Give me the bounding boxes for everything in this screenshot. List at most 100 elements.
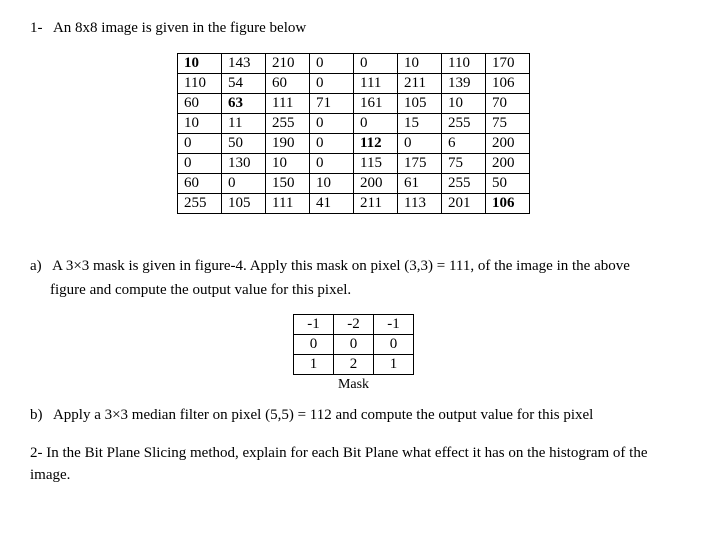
table-cell: 170 bbox=[486, 54, 530, 74]
table-cell: 63 bbox=[222, 94, 266, 114]
table-cell: 75 bbox=[442, 154, 486, 174]
table-cell: 0 bbox=[354, 114, 398, 134]
table-cell: 105 bbox=[398, 94, 442, 114]
q1b-text: Apply a 3×3 median filter on pixel (5,5)… bbox=[53, 407, 593, 423]
table-cell: 70 bbox=[486, 94, 530, 114]
table-cell: -1 bbox=[374, 315, 414, 335]
q1a-text2-wrap: figure and compute the output value for … bbox=[50, 278, 677, 302]
q1a-text2: figure and compute the output value for … bbox=[50, 282, 351, 298]
table-cell: 111 bbox=[266, 94, 310, 114]
q1a-label: a) bbox=[30, 258, 42, 274]
table-cell: 75 bbox=[486, 114, 530, 134]
table-row: 000 bbox=[294, 335, 414, 355]
table-cell: 255 bbox=[442, 174, 486, 194]
table-cell: 0 bbox=[310, 154, 354, 174]
table-cell: 110 bbox=[442, 54, 486, 74]
q1b-label: b) bbox=[30, 407, 43, 423]
q1-part-a: a) A 3×3 mask is given in figure-4. Appl… bbox=[50, 254, 677, 278]
table-cell: 0 bbox=[310, 114, 354, 134]
table-row: 11054600111211139106 bbox=[178, 74, 530, 94]
image-table: 1014321000101101701105460011121113910660… bbox=[177, 53, 530, 214]
table-cell: 60 bbox=[178, 94, 222, 114]
table-cell: 10 bbox=[442, 94, 486, 114]
table-cell: 106 bbox=[486, 74, 530, 94]
table-cell: 139 bbox=[442, 74, 486, 94]
table-cell: 10 bbox=[178, 114, 222, 134]
table-cell: 10 bbox=[266, 154, 310, 174]
table-cell: 0 bbox=[294, 335, 334, 355]
table-cell: 60 bbox=[178, 174, 222, 194]
table-cell: -1 bbox=[294, 315, 334, 335]
table-row: 6063111711611051070 bbox=[178, 94, 530, 114]
table-cell: 0 bbox=[334, 335, 374, 355]
table-cell: 60 bbox=[266, 74, 310, 94]
table-cell: 211 bbox=[354, 194, 398, 214]
table-cell: 255 bbox=[266, 114, 310, 134]
table-cell: 54 bbox=[222, 74, 266, 94]
table-cell: 110 bbox=[178, 74, 222, 94]
table-row: -1-2-1 bbox=[294, 315, 414, 335]
table-cell: 10 bbox=[310, 174, 354, 194]
table-cell: 15 bbox=[398, 114, 442, 134]
table-cell: 0 bbox=[310, 134, 354, 154]
table-cell: 150 bbox=[266, 174, 310, 194]
table-cell: 0 bbox=[222, 174, 266, 194]
table-cell: 71 bbox=[310, 94, 354, 114]
q2-number: 2- bbox=[30, 445, 43, 461]
table-cell: 0 bbox=[178, 154, 222, 174]
table-cell: 2 bbox=[334, 355, 374, 375]
q1-part-b: b) Apply a 3×3 median filter on pixel (5… bbox=[50, 403, 677, 427]
table-cell: 200 bbox=[354, 174, 398, 194]
q1a-text1: A 3×3 mask is given in figure-4. Apply t… bbox=[52, 258, 630, 274]
table-cell: 210 bbox=[266, 54, 310, 74]
table-cell: 50 bbox=[222, 134, 266, 154]
q2: 2- In the Bit Plane Slicing method, expl… bbox=[30, 441, 677, 467]
table-cell: 41 bbox=[310, 194, 354, 214]
table-cell: 106 bbox=[486, 194, 530, 214]
q1-number: 1- bbox=[30, 20, 43, 36]
table-cell: 0 bbox=[354, 54, 398, 74]
table-cell: 0 bbox=[398, 134, 442, 154]
table-cell: 200 bbox=[486, 154, 530, 174]
table-cell: 0 bbox=[374, 335, 414, 355]
q2-text1: In the Bit Plane Slicing method, explain… bbox=[46, 445, 647, 461]
table-row: 121 bbox=[294, 355, 414, 375]
table-row: 600150102006125550 bbox=[178, 174, 530, 194]
table-cell: 130 bbox=[222, 154, 266, 174]
table-cell: 0 bbox=[310, 54, 354, 74]
mask-table: -1-2-1000121 bbox=[293, 314, 414, 375]
table-cell: 10 bbox=[178, 54, 222, 74]
table-cell: 61 bbox=[398, 174, 442, 194]
table-cell: 211 bbox=[398, 74, 442, 94]
table-row: 101432100010110170 bbox=[178, 54, 530, 74]
q2-text2: image. bbox=[30, 467, 70, 483]
table-cell: 115 bbox=[354, 154, 398, 174]
table-cell: 50 bbox=[486, 174, 530, 194]
q1-intro-text: An 8x8 image is given in the figure belo… bbox=[53, 20, 306, 36]
table-cell: -2 bbox=[334, 315, 374, 335]
table-row: 013010011517575200 bbox=[178, 154, 530, 174]
table-cell: 11 bbox=[222, 114, 266, 134]
q2-text2-wrap: image. bbox=[30, 467, 677, 484]
table-cell: 190 bbox=[266, 134, 310, 154]
table-cell: 111 bbox=[266, 194, 310, 214]
table-cell: 255 bbox=[442, 114, 486, 134]
table-row: 050190011206200 bbox=[178, 134, 530, 154]
table-cell: 1 bbox=[374, 355, 414, 375]
table-cell: 201 bbox=[442, 194, 486, 214]
table-row: 25510511141211113201106 bbox=[178, 194, 530, 214]
table-cell: 6 bbox=[442, 134, 486, 154]
table-cell: 175 bbox=[398, 154, 442, 174]
q1-intro: 1- An 8x8 image is given in the figure b… bbox=[30, 20, 677, 37]
table-cell: 10 bbox=[398, 54, 442, 74]
table-cell: 255 bbox=[178, 194, 222, 214]
table-cell: 111 bbox=[354, 74, 398, 94]
table-cell: 143 bbox=[222, 54, 266, 74]
table-cell: 112 bbox=[354, 134, 398, 154]
table-cell: 1 bbox=[294, 355, 334, 375]
table-cell: 0 bbox=[310, 74, 354, 94]
table-cell: 0 bbox=[178, 134, 222, 154]
table-cell: 200 bbox=[486, 134, 530, 154]
table-row: 1011255001525575 bbox=[178, 114, 530, 134]
table-cell: 161 bbox=[354, 94, 398, 114]
